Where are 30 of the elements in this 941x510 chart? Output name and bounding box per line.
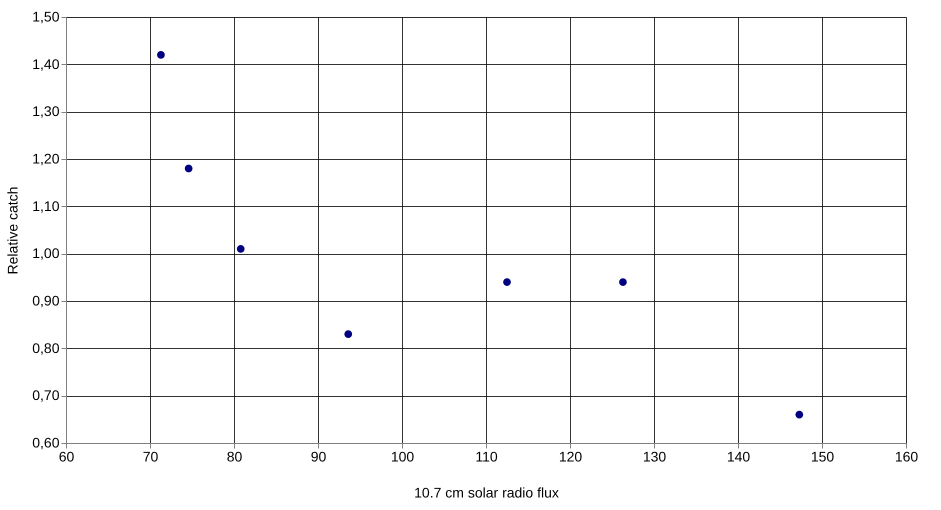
x-tick-label: 70 bbox=[142, 448, 158, 464]
x-axis-title: 10.7 cm solar radio flux bbox=[414, 484, 559, 500]
y-tick-label: 0,80 bbox=[32, 340, 60, 356]
y-tick-label: 0,60 bbox=[32, 434, 60, 450]
y-tick-label: 0,90 bbox=[32, 292, 60, 308]
x-tick-label: 130 bbox=[642, 448, 666, 464]
y-tick-label: 1,20 bbox=[32, 150, 60, 166]
x-tick-label: 80 bbox=[226, 448, 242, 464]
point bbox=[344, 330, 352, 338]
y-tick-label: 1,40 bbox=[32, 56, 60, 72]
y-axis-title: Relative catch bbox=[4, 186, 20, 274]
point bbox=[795, 410, 804, 418]
point bbox=[157, 51, 165, 59]
x-tick-label: 60 bbox=[58, 448, 74, 464]
point bbox=[619, 278, 627, 286]
point bbox=[503, 278, 511, 286]
x-tick-label: 150 bbox=[810, 448, 834, 464]
y-tick-label: 1,10 bbox=[32, 198, 60, 214]
x-tick-label: 140 bbox=[726, 448, 750, 464]
x-tick-label: 90 bbox=[310, 448, 326, 464]
point bbox=[184, 164, 193, 172]
x-tick-label: 120 bbox=[558, 448, 582, 464]
y-tick-label: 0,70 bbox=[32, 387, 60, 404]
x-tick-label: 100 bbox=[390, 448, 414, 464]
y-tick-label: 1,50 bbox=[32, 8, 60, 24]
y-tick-label: 1,30 bbox=[32, 103, 60, 120]
point bbox=[236, 245, 245, 253]
x-tick-label: 160 bbox=[894, 448, 918, 464]
y-tick-label: 1,00 bbox=[32, 245, 60, 262]
x-tick-label: 110 bbox=[475, 448, 498, 464]
